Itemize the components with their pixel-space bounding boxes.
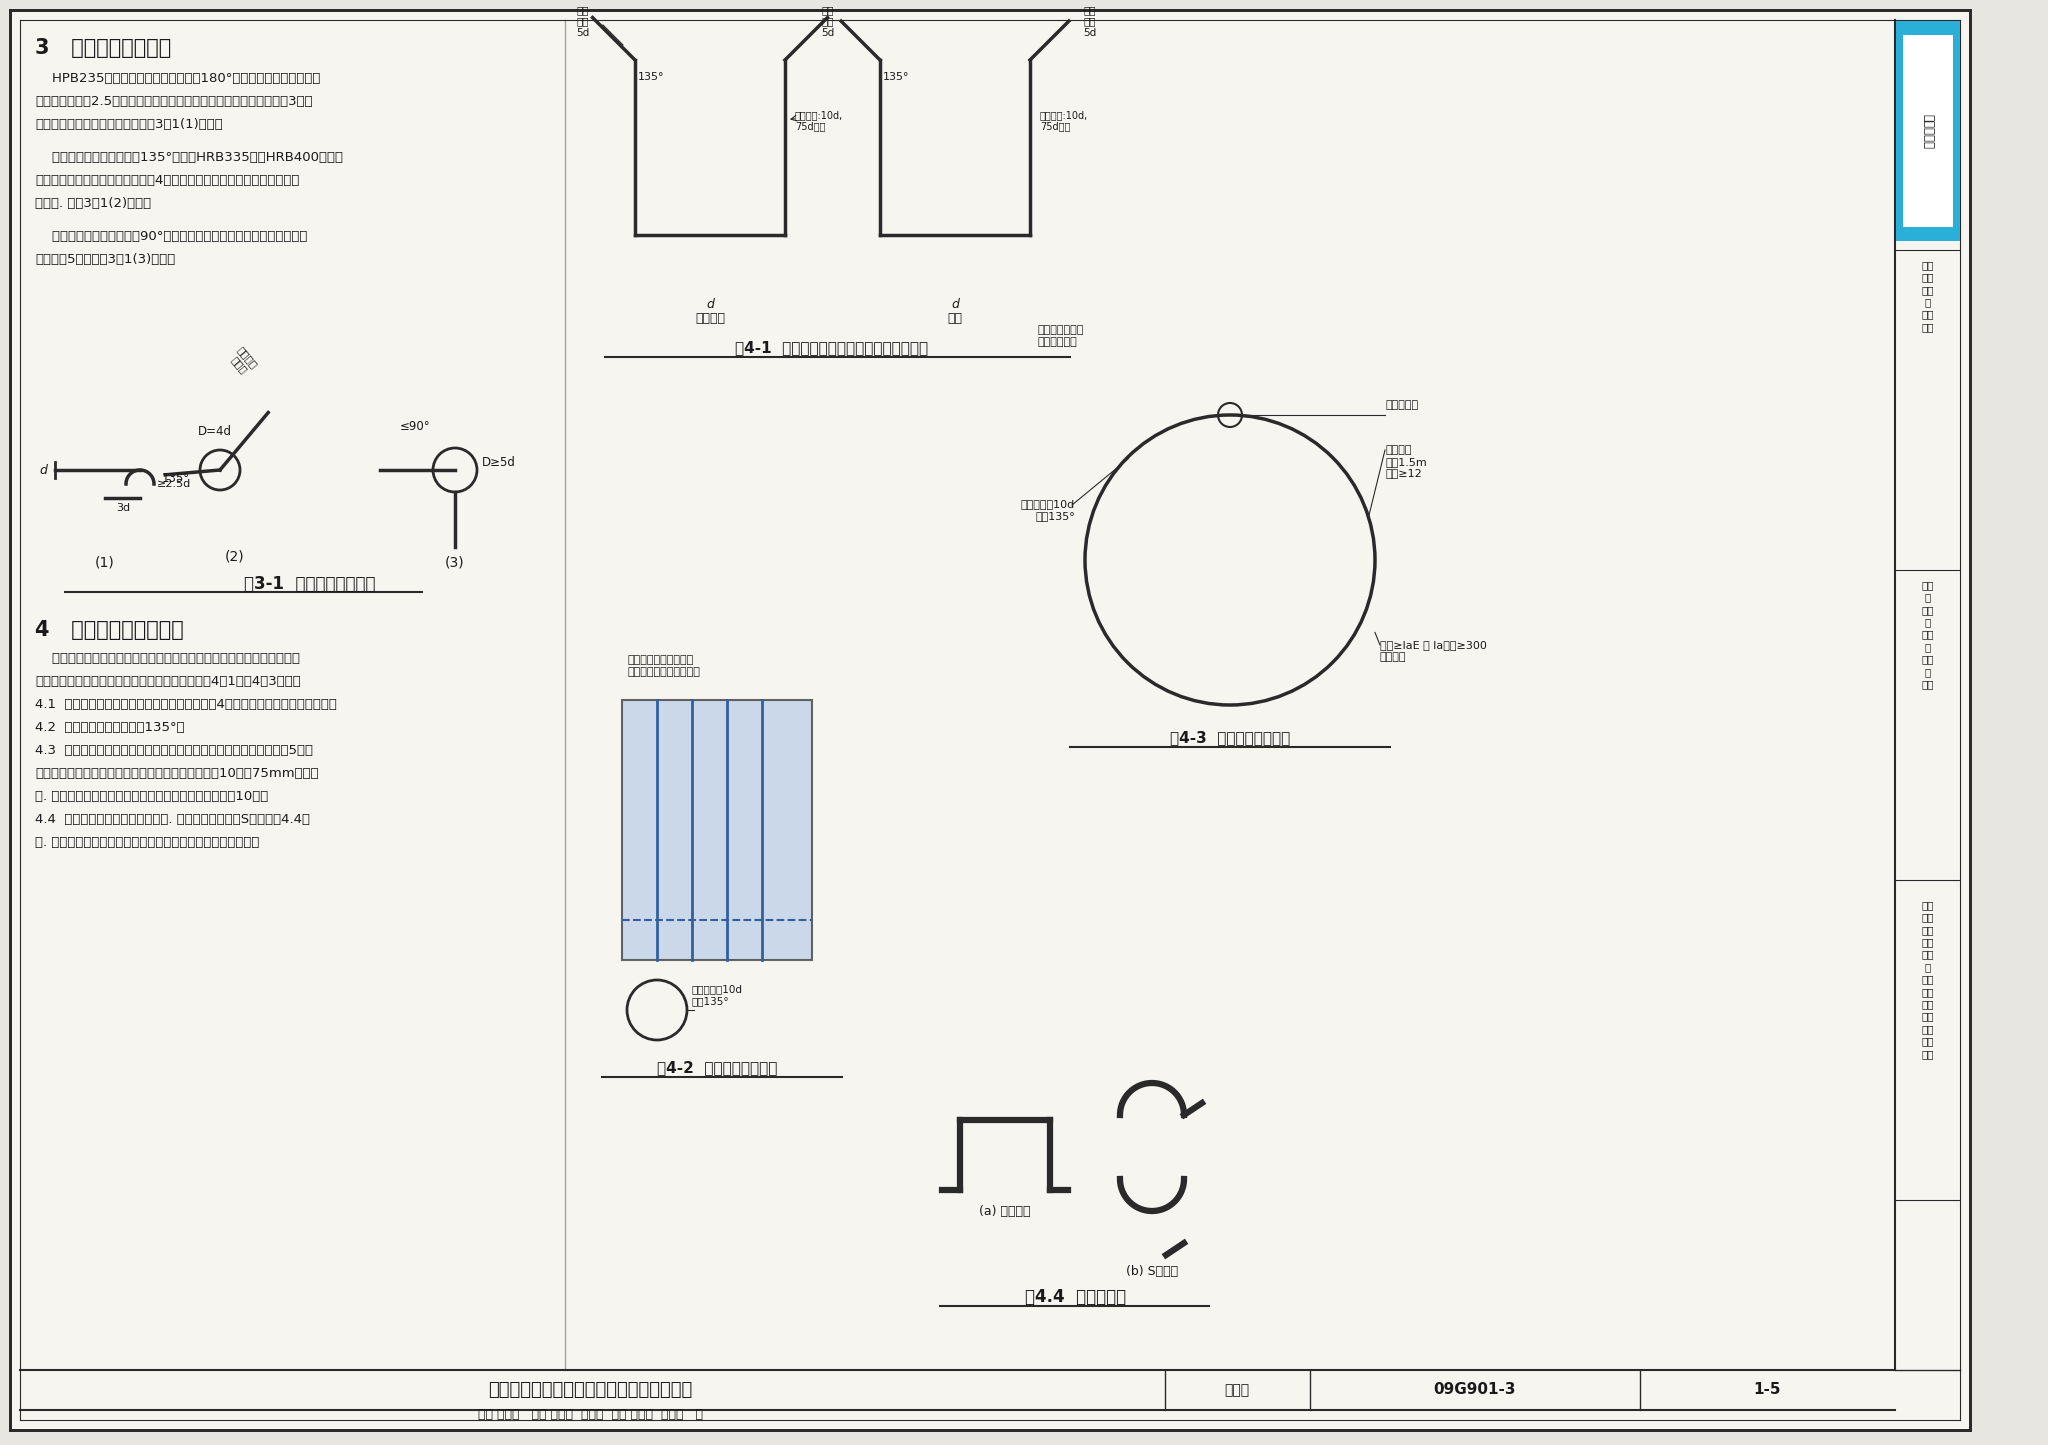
Bar xyxy=(1903,35,1954,227)
Text: d: d xyxy=(950,298,958,311)
Text: 135°: 135° xyxy=(639,72,664,82)
Text: 135°: 135° xyxy=(883,72,909,82)
Text: 图集号: 图集号 xyxy=(1225,1383,1249,1397)
Text: (a) 直形拉筋: (a) 直形拉筋 xyxy=(979,1205,1030,1218)
Text: 拉筋紧靠纵向钢
筋并钩住箍筋: 拉筋紧靠纵向钢 筋并钩住箍筋 xyxy=(1038,325,1083,347)
Text: 4.3  箍筋弯钩弯后平直部分长度：对一般结构，不宜小于箍筋直径的5倍；: 4.3 箍筋弯钩弯后平直部分长度：对一般结构，不宜小于箍筋直径的5倍； xyxy=(35,744,313,757)
Text: (2): (2) xyxy=(225,551,246,564)
Text: 审核 黄志刚   校对 张工文  张之文  设计 王怀元  王功元   页: 审核 黄志刚 校对 张工文 张之文 设计 王怀元 王功元 页 xyxy=(477,1409,702,1422)
Text: 当设计要求钢筋做不大于90°弯折时，弯折处的弯弧内直径不应小于钢: 当设计要求钢筋做不大于90°弯折时，弯折处的弯弧内直径不应小于钢 xyxy=(35,230,307,243)
Text: 筏形
基础
箱形
基础
地下
室
结构
独立
基础
条形
基础
桩基
承台: 筏形 基础 箱形 基础 地下 室 结构 独立 基础 条形 基础 桩基 承台 xyxy=(1921,900,1933,1059)
Text: 弯后平直:10d,
75d大值: 弯后平直:10d, 75d大值 xyxy=(795,110,844,131)
Text: 筋直径的5倍。如图3－1(3)所示。: 筋直径的5倍。如图3－1(3)所示。 xyxy=(35,253,176,266)
Text: 计要求. 如图3－1(2)所示。: 计要求. 如图3－1(2)所示。 xyxy=(35,197,152,210)
Text: 弯后平直
段长度: 弯后平直 段长度 xyxy=(227,344,260,377)
Text: 钢筋的弯钩和弯折及箍筋、拉筋的弯折构造: 钢筋的弯钩和弯折及箍筋、拉筋的弯折构造 xyxy=(487,1381,692,1399)
Text: ≥2.5d: ≥2.5d xyxy=(158,478,190,488)
Text: 弯弧
半径
5d: 弯弧 半径 5d xyxy=(821,4,836,38)
Text: 弯弧
半径
5d: 弯弧 半径 5d xyxy=(1083,4,1096,38)
Text: 对有抗震、抗扭等要求的结构，不应小于箍筋直径的10倍和75mm的较大: 对有抗震、抗扭等要求的结构，不应小于箍筋直径的10倍和75mm的较大 xyxy=(35,767,319,780)
Text: 小于钢筋直径的2.5倍，弯钩的弯后平直部分长度不应小于钢筋直径的3倍；: 小于钢筋直径的2.5倍，弯钩的弯后平直部分长度不应小于钢筋直径的3倍； xyxy=(35,95,313,108)
Text: HPB235级钢筋为受拉时，末端应做180°弯钩，其弯弧内直径不应: HPB235级钢筋为受拉时，末端应做180°弯钩，其弯弧内直径不应 xyxy=(35,72,319,85)
Text: 但作为受压钢筋可不做弯钩。如图3－1(1)所示。: 但作为受压钢筋可不做弯钩。如图3－1(1)所示。 xyxy=(35,118,223,131)
Text: ≤90°: ≤90° xyxy=(399,420,430,433)
Text: 弯弧
半径
5d: 弯弧 半径 5d xyxy=(575,4,590,38)
Text: 3   钢筋的弯钩和弯折: 3 钢筋的弯钩和弯折 xyxy=(35,38,172,58)
Text: 09G901-3: 09G901-3 xyxy=(1434,1383,1516,1397)
Text: 图4.4  拉筋的类型: 图4.4 拉筋的类型 xyxy=(1026,1287,1126,1306)
Text: 图4-1  梁、柱、剪力墙箍筋和拉筋弯钩构造: 图4-1 梁、柱、剪力墙箍筋和拉筋弯钩构造 xyxy=(735,340,928,355)
Text: 弯后平直长10d
角度135°: 弯后平直长10d 角度135° xyxy=(1020,499,1075,520)
Text: 4.2  箍筋弯钩的弯折角度为135°。: 4.2 箍筋弯钩的弯折角度为135°。 xyxy=(35,721,184,734)
Text: 一般构造一: 一般构造一 xyxy=(1921,114,1935,149)
Text: 图4-3  螺旋箍筋搭接构造: 图4-3 螺旋箍筋搭接构造 xyxy=(1169,730,1290,746)
Text: 1-5: 1-5 xyxy=(1753,1383,1782,1397)
Text: 求，当设计无具体要求时，应符合下列规定。如图4－1～图4－3所示。: 求，当设计无具体要求时，应符合下列规定。如图4－1～图4－3所示。 xyxy=(35,675,301,688)
Text: 的弯弧内直径不应小于钢筋直径的4倍，弯钩的弯后平直部分长度应符合设: 的弯弧内直径不应小于钢筋直径的4倍，弯钩的弯后平直部分长度应符合设 xyxy=(35,173,299,186)
Text: 图4-2  螺旋箍筋端部构造: 图4-2 螺旋箍筋端部构造 xyxy=(657,1061,776,1075)
Text: 示. 当采用一端为直钩的直形拉筋时，直钩的位置应相互错开。: 示. 当采用一端为直钩的直形拉筋时，直钩的位置应相互错开。 xyxy=(35,837,260,850)
Text: 封闭箍筋: 封闭箍筋 xyxy=(694,312,725,325)
Text: (b) S形拉筋: (b) S形拉筋 xyxy=(1126,1264,1178,1277)
Text: 135°: 135° xyxy=(162,471,190,484)
Text: (1): (1) xyxy=(94,555,115,569)
Text: d: d xyxy=(39,464,47,477)
Text: 弯后平直长10d
角度135°: 弯后平直长10d 角度135° xyxy=(692,984,743,1006)
Text: 钢筋
的
弯钩
和
弯折
及
厂字
筋
构造: 钢筋 的 弯钩 和 弯折 及 厂字 筋 构造 xyxy=(1921,579,1933,689)
Text: (3): (3) xyxy=(444,555,465,569)
Text: 3d: 3d xyxy=(117,503,131,513)
Text: 搭接≥laE 或 la，且≥300
钩住纵筋: 搭接≥laE 或 la，且≥300 钩住纵筋 xyxy=(1380,640,1487,662)
Text: 弯后平直:10d,
75d大值: 弯后平直:10d, 75d大值 xyxy=(1040,110,1087,131)
Text: 当设计要求钢筋末端需做135°弯钩时HRB335级、HRB400级钢筋: 当设计要求钢筋末端需做135°弯钩时HRB335级、HRB400级钢筋 xyxy=(35,150,342,163)
Text: 箍筋
拉筋
弯钩
及
弯折
构造: 箍筋 拉筋 弯钩 及 弯折 构造 xyxy=(1921,260,1933,332)
Text: 4   箍筋、拉筋弯钩构造: 4 箍筋、拉筋弯钩构造 xyxy=(35,620,184,640)
Bar xyxy=(623,699,811,959)
Text: 拉筋: 拉筋 xyxy=(948,312,963,325)
Text: 除焊接封闭环式箍筋外，箍筋的末端应做弯钩，弯钩形式应符合设计要: 除焊接封闭环式箍筋外，箍筋的末端应做弯钩，弯钩形式应符合设计要 xyxy=(35,652,299,665)
Text: D=4d: D=4d xyxy=(199,425,231,438)
Text: D≥5d: D≥5d xyxy=(481,455,516,468)
Text: 内环定位箍: 内环定位箍 xyxy=(1384,400,1417,410)
Text: 值. 螺旋箍筋弯钩弯后平直部分长度不宜小于箍筋直径的10倍。: 值. 螺旋箍筋弯钩弯后平直部分长度不宜小于箍筋直径的10倍。 xyxy=(35,790,268,803)
Bar xyxy=(1896,22,1960,241)
Text: 4.1  箍筋弯钩的弯弧内直径不应小于钢筋直径的4倍，尚应不小于受力钢筋直径。: 4.1 箍筋弯钩的弯弧内直径不应小于钢筋直径的4倍，尚应不小于受力钢筋直径。 xyxy=(35,698,336,711)
Text: 焊接圆环
间距1.5m
直径≥12: 焊接圆环 间距1.5m 直径≥12 xyxy=(1384,445,1427,478)
Text: 4.4  拉筋弯钩构造要求与箍筋相同. 拉筋可采用直形和S形，如图4.4所: 4.4 拉筋弯钩构造要求与箍筋相同. 拉筋可采用直形和S形，如图4.4所 xyxy=(35,814,309,827)
Text: 开始与结束位置应有水
平段，长度不小于一圈半: 开始与结束位置应有水 平段，长度不小于一圈半 xyxy=(627,655,700,676)
Text: d: d xyxy=(707,298,715,311)
Text: 图3-1  钢筋的弯钩和弯折: 图3-1 钢筋的弯钩和弯折 xyxy=(244,575,375,592)
